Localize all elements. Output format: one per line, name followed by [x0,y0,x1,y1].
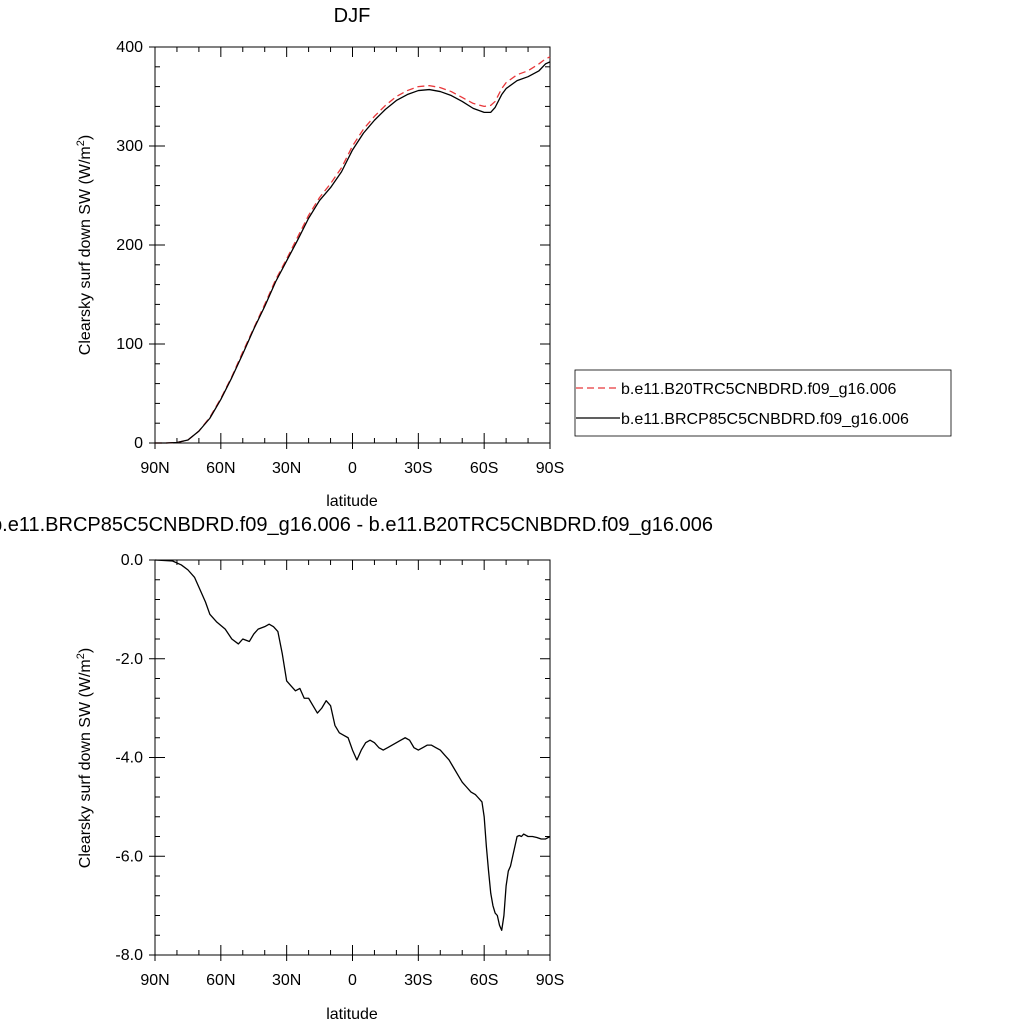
x-tick-label: 30S [404,460,432,477]
x-tick-label: 30S [404,972,432,989]
plot-frame [154,46,551,444]
y-tick-label: 400 [116,39,143,56]
x-axis-label: latitude [326,493,378,510]
legend-label-historical: b.e11.B20TRC5CNBDRD.f09_g16.006 [621,381,897,398]
x-tick-label: 60S [470,460,498,477]
x-tick-label: 60S [470,972,498,989]
x-tick-label: 30N [272,460,301,477]
legend: b.e11.B20TRC5CNBDRD.f09_g16.006 b.e11.BR… [574,369,952,437]
x-tick-label: 0 [348,460,357,477]
y-tick-label: 0 [134,435,143,452]
y-tick-label: -6.0 [115,848,143,865]
x-tick-label: 90S [536,972,564,989]
svg-text:Clearsky surf down SW (W/m2): Clearsky surf down SW (W/m2) [75,648,94,868]
x-tick-label: 90N [140,972,169,989]
y-tick-label: 300 [116,138,143,155]
series-line-0 [155,56,551,444]
chart-top: DJF Clearsky surf down SW (W/m2) latitud… [75,5,952,510]
x-tick-label: 60N [206,460,235,477]
chart-title: b.e11.BRCP85C5CNBDRD.f09_g16.006 - b.e11… [0,514,713,536]
x-tick-label: 0 [348,972,357,989]
series-line-1 [155,61,551,444]
x-tick-label: 30N [272,972,301,989]
y-tick-label: -8.0 [115,947,143,964]
svg-text:Clearsky surf down SW (W/m2): Clearsky surf down SW (W/m2) [75,135,94,355]
x-axis-label: latitude [326,1006,378,1023]
legend-label-rcp85: b.e11.BRCP85C5CNBDRD.f09_g16.006 [621,411,909,428]
x-tick-label: 60N [206,972,235,989]
x-tick-label: 90N [140,460,169,477]
plot-area: 90N 60N 30N 0 30S 60S 90S 0 100 200 300 400 [116,39,564,477]
y-axis-label: Clearsky surf down SW (W/m2) [75,648,94,868]
y-tick-label: -2.0 [115,651,143,668]
series-line-0 [154,559,551,931]
y-tick-label: 0.0 [121,552,143,569]
plot-area: 90N 60N 30N 0 30S 60S 90S 0.0 -2.0 -4.0 -6.0 -8.0 [115,552,564,989]
y-axis-label: Clearsky surf down SW (W/m2) [75,135,94,355]
y-tick-label: 200 [116,237,143,254]
y-tick-label: 100 [116,336,143,353]
chart-title: DJF [334,5,371,27]
x-tick-label: 90S [536,460,564,477]
chart-bottom: b.e11.BRCP85C5CNBDRD.f09_g16.006 - b.e11… [0,514,713,1023]
legend-box [574,369,952,437]
y-tick-label: -4.0 [115,750,143,767]
